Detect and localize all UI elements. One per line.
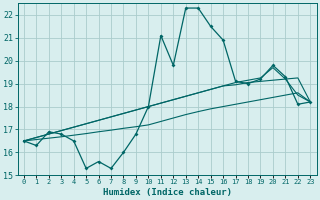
X-axis label: Humidex (Indice chaleur): Humidex (Indice chaleur) [103, 188, 232, 197]
